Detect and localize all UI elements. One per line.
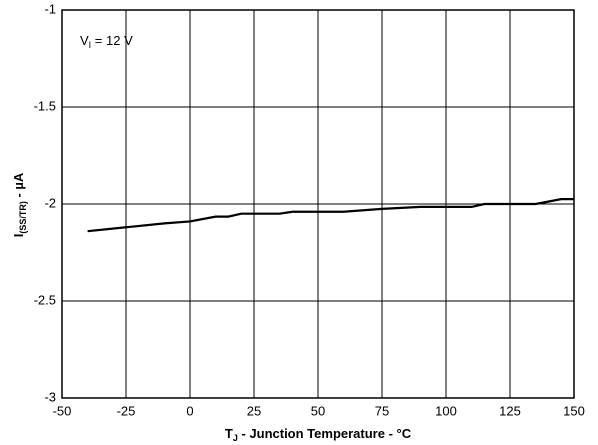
y-tick-label: -1.5 — [34, 98, 56, 113]
annotation-main: V — [80, 33, 89, 48]
x-tick-label: 125 — [499, 403, 521, 418]
y-label-main: I — [11, 234, 26, 238]
x-tick-label: 25 — [247, 403, 261, 418]
annotation-rest: = 12 V — [91, 33, 133, 48]
data-line — [87, 198, 574, 233]
x-tick-label: 100 — [435, 403, 457, 418]
x-tick-label: 50 — [311, 403, 325, 418]
y-label-rest: - µA — [11, 172, 26, 201]
y-tick-label: -1 — [44, 1, 56, 16]
x-label-main: T — [225, 426, 233, 441]
x-tick-label: 75 — [375, 403, 389, 418]
x-axis-label: TJ - Junction Temperature - °C — [225, 426, 412, 443]
x-label-sub: J — [233, 433, 238, 443]
y-axis-label: I(SS/TR) - µA — [11, 172, 28, 237]
y-tick-label: -2.5 — [34, 292, 56, 307]
annotation-sub: I — [89, 40, 92, 50]
x-label-rest: - Junction Temperature - °C — [238, 426, 412, 441]
x-tick-label: 0 — [186, 403, 193, 418]
y-tick-label: -2 — [44, 195, 56, 210]
annotation: VI = 12 V — [80, 33, 133, 50]
x-tick-label: 150 — [563, 403, 585, 418]
y-label-sub: (SS/TR) — [18, 201, 28, 234]
y-tick-label: -3 — [44, 389, 56, 404]
x-tick-label: -25 — [117, 403, 136, 418]
x-tick-label: -50 — [53, 403, 72, 418]
